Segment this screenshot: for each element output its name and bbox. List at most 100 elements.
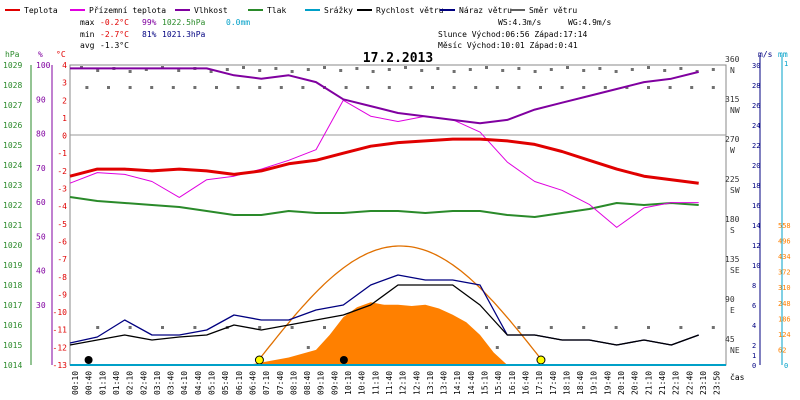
legend-label: Směr větru (529, 6, 577, 15)
temp-tick-label: -12 (53, 343, 68, 352)
wind-direction-mark (452, 86, 456, 89)
pct-tick-label: 80 (36, 130, 46, 139)
wind-direction-marks (80, 66, 715, 349)
pct-tick-label: 30 (36, 301, 46, 310)
dir-tick-deg: 90 (725, 295, 735, 304)
axis-headers: hPa % °C m/s mm čas (5, 50, 788, 382)
temp-tick-label: 3 (62, 79, 67, 88)
temp-tick-label: -8 (57, 273, 67, 282)
stat-wg: WG:4.9m/s (568, 18, 612, 27)
x-tick-label: 22:40 (685, 371, 694, 395)
wind-direction-mark (323, 66, 326, 69)
wind-direction-mark (549, 326, 553, 329)
wind-direction-mark (323, 326, 326, 329)
x-tick-label: 13:10 (426, 371, 435, 395)
temp-tick-label: -6 (57, 237, 67, 246)
wind-direction-mark (663, 69, 667, 72)
wind-direction-mark (474, 86, 478, 89)
stat-max-label: max (80, 18, 95, 27)
temp-tick-label: -7 (57, 255, 67, 264)
x-tick-label: 11:40 (385, 371, 394, 395)
wind-direction-mark (371, 70, 375, 73)
wind-direction-mark (290, 70, 294, 73)
pct-tick-label: 90 (36, 95, 46, 104)
wind-direction-mark (171, 86, 175, 89)
wind-direction-mark (582, 69, 586, 72)
stat-sun: Slunce Východ:06:56 Západ:17:14 (438, 30, 587, 39)
dir-tick-name: NW (730, 106, 740, 115)
x-tick-label: 06:40 (248, 371, 257, 395)
temp-tick-label: -4 (57, 202, 67, 211)
ms-tick-label: 1 (752, 352, 756, 360)
ms-tick-label: 8 (752, 282, 756, 290)
wind-direction-mark (279, 86, 283, 89)
sun-arc-line (258, 245, 541, 361)
wind-direction-mark (193, 326, 197, 329)
ms-tick-label: 14 (752, 222, 760, 230)
wind-direction-mark (517, 326, 521, 329)
temp-tick-label: 2 (62, 96, 67, 105)
wind-direction-mark (452, 70, 456, 73)
axes: 1014101510161017101810191020102110221023… (3, 55, 791, 395)
x-tick-label: 01:40 (112, 371, 121, 395)
x-tick-label: 19:10 (590, 371, 599, 395)
wind-direction-mark (242, 66, 245, 69)
temp-tick-label: -9 (57, 290, 67, 299)
wind-direction-mark (128, 326, 132, 329)
stat-max-temp: -0.2°C (100, 18, 129, 27)
wind-direction-mark (225, 68, 229, 71)
wind-direction-mark (128, 86, 132, 89)
temp-tick-label: 1 (62, 114, 67, 123)
x-tick-label: 22:10 (672, 371, 681, 395)
x-tick-label: 11:10 (371, 371, 380, 395)
dir-tick-name: E (730, 306, 735, 315)
x-tick-label: 21:40 (658, 371, 667, 395)
hpa-tick-label: 1024 (3, 161, 22, 170)
temp-tick-label: -11 (53, 326, 68, 335)
hpa-tick-label: 1019 (3, 261, 22, 270)
ms-tick-label: 24 (752, 122, 760, 130)
wind-direction-mark (274, 67, 278, 70)
stat-avg-temp: -1.3°C (100, 41, 129, 50)
wind-direction-mark (387, 68, 391, 71)
temp-tick-label: -10 (53, 308, 68, 317)
legend-label: Přízemní teplota (89, 6, 166, 15)
temp-tick-label: -5 (57, 220, 67, 229)
wind-direction-mark (150, 86, 154, 89)
hpa-tick-label: 1020 (3, 241, 22, 250)
wind-direction-mark (690, 86, 694, 89)
x-tick-label: 14:10 (453, 371, 462, 395)
moonrise-icon (339, 356, 348, 364)
radiation-tick-label: 186 (778, 315, 791, 323)
wind-direction-mark (501, 69, 505, 72)
x-tick-label: 19:40 (603, 371, 612, 395)
series-line-rychlost-větru (69, 284, 699, 346)
dir-tick-deg: 135 (725, 255, 740, 264)
pct-tick-label: 50 (36, 232, 46, 241)
ms-tick-label: 20 (752, 162, 760, 170)
wind-direction-mark (209, 70, 213, 73)
wind-direction-mark (177, 69, 181, 72)
hpa-header: hPa (5, 50, 20, 59)
radiation-tick-label: 62 (778, 346, 786, 354)
pct-tick-label: 60 (36, 198, 46, 207)
degc-header: °C (56, 50, 66, 59)
wind-direction-mark (711, 68, 715, 71)
stat-max-press: 1022.5hPa (162, 18, 206, 27)
x-tick-label: 00:40 (85, 371, 94, 395)
wind-direction-mark (301, 86, 305, 89)
wind-direction-mark (107, 86, 110, 89)
wind-direction-mark (539, 86, 542, 89)
wind-direction-mark (566, 66, 569, 69)
ms-tick-label: 22 (752, 142, 760, 150)
ms-header: m/s (758, 50, 773, 59)
wind-direction-mark (144, 68, 148, 71)
hpa-tick-label: 1028 (3, 81, 22, 90)
wind-direction-mark (598, 67, 602, 70)
wind-direction-mark (647, 66, 650, 69)
wind-direction-mark (258, 86, 262, 89)
radiation-tick-label: 248 (778, 300, 791, 308)
ms-tick-label: 30 (752, 62, 760, 70)
x-tick-label: 05:10 (208, 371, 217, 395)
